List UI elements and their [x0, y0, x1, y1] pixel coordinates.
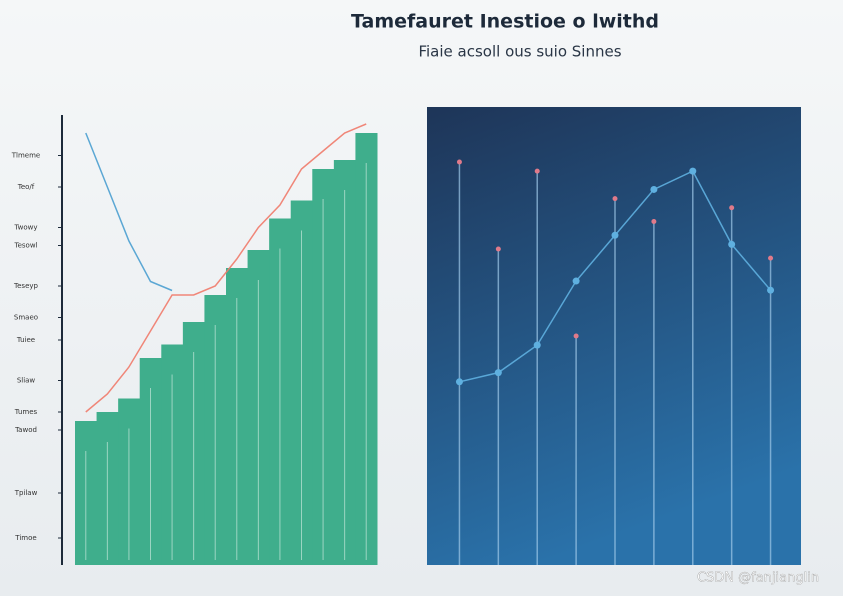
line-dot [455, 378, 463, 386]
y-tick-label: Tawod [14, 426, 37, 434]
stem-dot [768, 255, 774, 261]
line-dot [728, 240, 736, 248]
line-dot [572, 277, 580, 285]
line [85, 123, 367, 413]
y-tick-label: Tpilaw [14, 489, 38, 497]
stem-dot [729, 205, 735, 211]
y-tick-label: Tesowl [14, 242, 38, 250]
stem-dot [573, 333, 579, 339]
line [85, 132, 173, 292]
line-dot [494, 369, 502, 377]
stem-dot [651, 219, 657, 224]
y-tick-label: Twowy [14, 224, 38, 232]
stem-dot [456, 159, 462, 165]
y-tick-label: Sliaw [17, 377, 36, 385]
y-tick-label: Teo/f [17, 183, 35, 191]
y-tick-label: Teseyp [13, 282, 38, 290]
line-dot [533, 341, 541, 349]
chart-subtitle: Fiaie acsoll ous suio Sinnes [418, 43, 621, 61]
y-tick-label: Tumes [14, 408, 38, 416]
line-dot [767, 286, 775, 294]
panel [427, 107, 801, 565]
stem-dot [612, 196, 618, 202]
line-dot [650, 185, 658, 193]
y-tick-label: Tuiee [16, 336, 35, 344]
line-dot [611, 231, 619, 239]
chart-title: Tamefauret Inestioe o lwithd [351, 11, 659, 33]
line-dot [689, 167, 697, 175]
stem-dot [534, 168, 540, 174]
y-tick-label: Tlmeme [11, 152, 40, 160]
y-tick-label: Timoe [14, 534, 36, 542]
watermark: CSDN @fanjianglin [697, 571, 819, 586]
y-tick-label: Smaeo [14, 314, 38, 322]
stem-dot [495, 246, 501, 252]
